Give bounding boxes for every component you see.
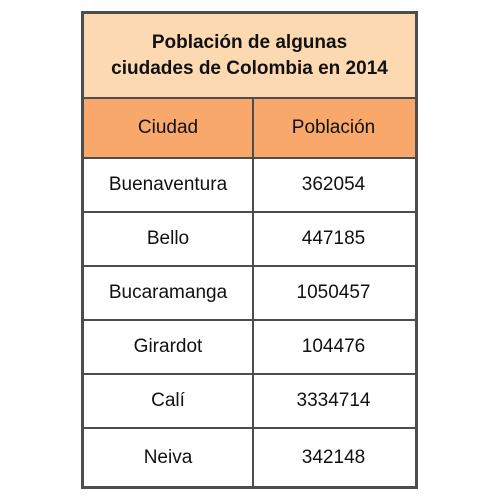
table-header-row: Ciudad Población <box>84 99 415 157</box>
population-cell: 342148 <box>301 446 366 468</box>
city-cell: Buenaventura <box>108 174 228 195</box>
header-divider <box>84 157 415 159</box>
population-cell: 3334714 <box>296 390 371 411</box>
population-cell: 362054 <box>301 174 366 195</box>
table-row: Bello 447185 <box>84 213 415 265</box>
population-cell: 447185 <box>301 228 366 249</box>
population-table: Población de algunas ciudades de Colombi… <box>81 11 418 489</box>
city-cell: Neiva <box>143 446 193 468</box>
city-cell: Bucaramanga <box>108 282 228 303</box>
table-row: Buenaventura 362054 <box>84 159 415 211</box>
table-row: Calí 3334714 <box>84 375 415 427</box>
row-divider <box>84 427 415 429</box>
row-divider <box>84 373 415 375</box>
column-divider <box>252 99 254 486</box>
table-title: Población de algunas ciudades de Colombi… <box>84 14 415 99</box>
city-cell: Calí <box>151 390 185 411</box>
city-cell: Girardot <box>133 336 203 357</box>
city-cell: Bello <box>146 228 190 249</box>
column-header-population: Población <box>291 117 376 138</box>
table-row: Bucaramanga 1050457 <box>84 267 415 319</box>
row-divider <box>84 319 415 321</box>
row-divider <box>84 211 415 213</box>
column-header-city: Ciudad <box>137 117 199 138</box>
population-cell: 104476 <box>301 336 366 357</box>
table-row: Girardot 104476 <box>84 321 415 373</box>
population-cell: 1050457 <box>296 282 371 303</box>
table-row: Neiva 342148 <box>84 429 415 486</box>
table-title-line-1: Población de algunas <box>151 31 348 53</box>
table-title-line-2: ciudades de Colombia en 2014 <box>111 57 388 79</box>
row-divider <box>84 265 415 267</box>
